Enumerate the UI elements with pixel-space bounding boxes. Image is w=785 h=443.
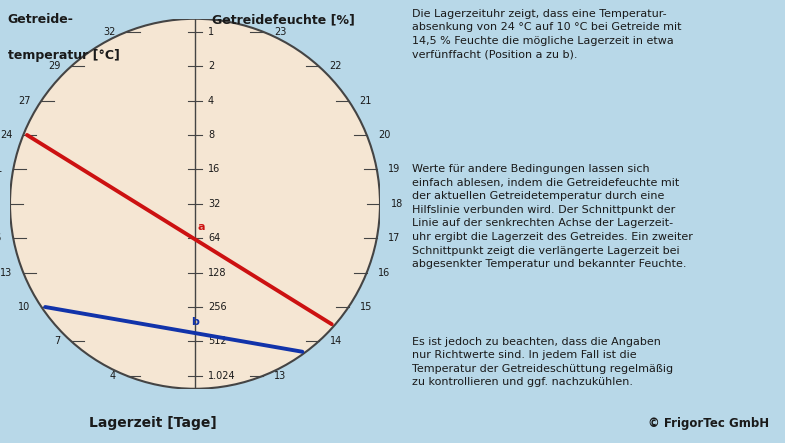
Text: 2: 2	[208, 61, 214, 71]
Text: 32: 32	[104, 27, 116, 37]
Circle shape	[10, 19, 380, 389]
Text: 1: 1	[208, 27, 214, 37]
Text: 1.024: 1.024	[208, 371, 236, 381]
Text: 19: 19	[388, 164, 400, 175]
Text: 64: 64	[208, 233, 221, 243]
Text: © FrigorTec GmbH: © FrigorTec GmbH	[648, 417, 769, 430]
Text: 16: 16	[0, 233, 2, 243]
Text: 32: 32	[208, 199, 221, 209]
Text: 21: 21	[360, 96, 372, 105]
Text: 8: 8	[208, 130, 214, 140]
Text: b: b	[191, 317, 199, 327]
Text: 13: 13	[0, 268, 13, 278]
Text: 128: 128	[208, 268, 226, 278]
Text: 21: 21	[0, 164, 2, 175]
Text: 15: 15	[360, 302, 372, 312]
Text: Getreide-: Getreide-	[8, 13, 74, 26]
Text: 24: 24	[0, 130, 13, 140]
Text: 17: 17	[388, 233, 400, 243]
Text: Die Lagerzeituhr zeigt, dass eine Temperatur-
absenkung von 24 °C auf 10 °C bei : Die Lagerzeituhr zeigt, dass eine Temper…	[412, 9, 681, 60]
Text: 16: 16	[208, 164, 221, 175]
Text: 22: 22	[330, 61, 342, 71]
Text: 13: 13	[274, 371, 287, 381]
Text: 16: 16	[378, 268, 390, 278]
Text: 7: 7	[54, 336, 60, 346]
Text: Werte für andere Bedingungen lassen sich
einfach ablesen, indem die Getreidefeuc: Werte für andere Bedingungen lassen sich…	[412, 164, 692, 269]
Text: 512: 512	[208, 336, 227, 346]
Text: 4: 4	[208, 96, 214, 105]
Text: 27: 27	[18, 96, 31, 105]
Text: 23: 23	[274, 27, 287, 37]
Text: 29: 29	[48, 61, 60, 71]
Text: temperatur [°C]: temperatur [°C]	[8, 49, 120, 62]
Text: 4: 4	[110, 371, 116, 381]
Text: a: a	[198, 222, 205, 232]
Text: 14: 14	[330, 336, 342, 346]
Text: Lagerzeit [Tage]: Lagerzeit [Tage]	[89, 416, 217, 430]
Text: Getreidefeuchte [%]: Getreidefeuchte [%]	[212, 13, 355, 26]
Text: 256: 256	[208, 302, 227, 312]
Text: Es ist jedoch zu beachten, dass die Angaben
nur Richtwerte sind. In jedem Fall i: Es ist jedoch zu beachten, dass die Anga…	[412, 337, 673, 388]
Text: 20: 20	[378, 130, 390, 140]
Text: 18: 18	[391, 199, 403, 209]
Text: 10: 10	[18, 302, 31, 312]
